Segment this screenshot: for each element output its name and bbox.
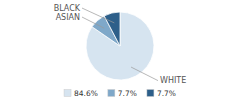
annotation: BLACK (54, 4, 81, 13)
legend-swatch (64, 90, 71, 97)
legend-item: 7.7% (147, 89, 176, 98)
legend-label: 7.7% (157, 89, 176, 98)
leader-line (131, 67, 158, 81)
chart: WHITE ASIANBLACK 84.6% 7.7% 7.7% (0, 0, 240, 100)
legend-swatch (108, 90, 115, 97)
legend-label: 7.7% (118, 89, 137, 98)
legend-swatch (147, 90, 154, 97)
leader-line (82, 8, 114, 23)
annotation: ASIAN (56, 13, 80, 22)
legend-item: 7.7% (108, 89, 137, 98)
annotation: WHITE (160, 76, 186, 85)
pie: WHITE ASIANBLACK (54, 4, 187, 86)
pie-slice (86, 12, 154, 80)
legend-label: 84.6% (74, 89, 98, 98)
legend-item: 84.6% (64, 89, 98, 98)
leader-line (82, 17, 104, 28)
legend: 84.6% 7.7% 7.7% (64, 89, 176, 98)
pie-slice (104, 12, 120, 46)
